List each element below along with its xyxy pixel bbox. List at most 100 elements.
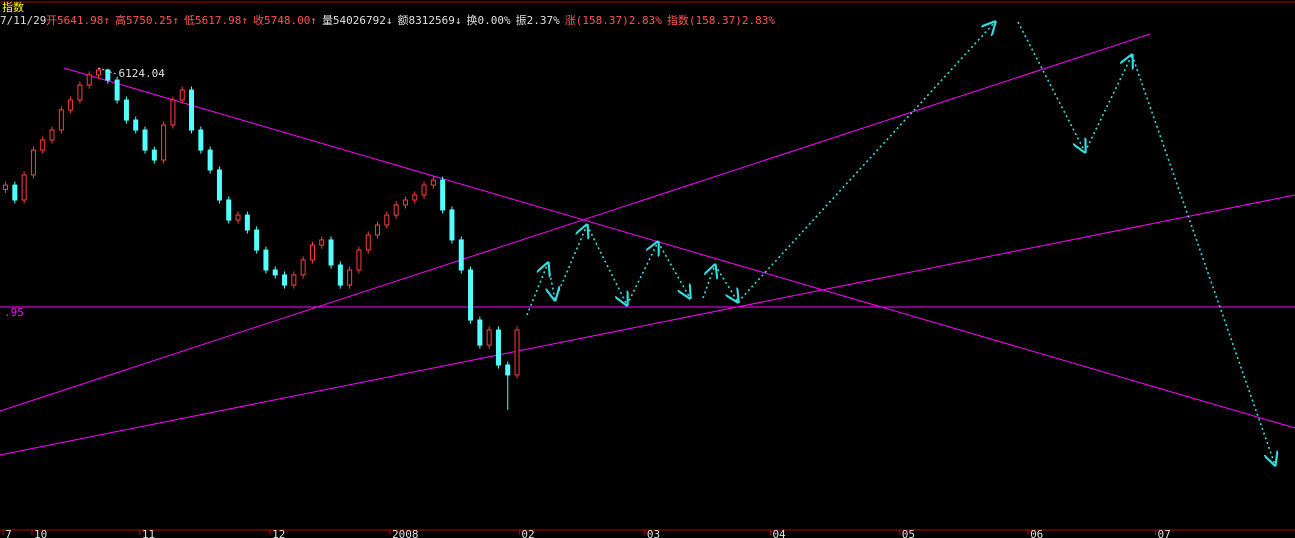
info-item: 额8312569↓ (398, 14, 462, 27)
candle-body (495, 329, 501, 366)
candle-body (170, 99, 176, 126)
candle-body (412, 194, 418, 201)
x-tick-label: 07 (1157, 528, 1170, 538)
x-tick-label: 2008 (392, 528, 419, 538)
candle-body (77, 84, 83, 101)
peak-leader (98, 67, 117, 75)
info-item: 开5641.98↑ (46, 14, 110, 27)
arrow (548, 262, 555, 300)
candle-body (86, 74, 92, 86)
trend-line (0, 194, 1295, 456)
arrow (702, 265, 715, 299)
candle-body (96, 69, 102, 76)
arrow (554, 225, 587, 301)
trend-line (63, 67, 1295, 429)
candle-body (468, 269, 474, 321)
candle-body (68, 99, 74, 111)
candle-body (244, 214, 250, 231)
info-item: 量54026792↓ (322, 14, 393, 27)
candle-body (514, 329, 520, 376)
candle-body (21, 174, 27, 201)
arrow (1017, 21, 1085, 152)
x-tick-label: 06 (1030, 528, 1043, 538)
candle-body (384, 214, 390, 226)
candle-body (254, 229, 260, 251)
candle-body (189, 89, 195, 131)
candle-body (272, 269, 278, 276)
candle-body (12, 184, 18, 201)
x-tick-label: 02 (521, 528, 534, 538)
candle-body (309, 244, 315, 261)
arrow (737, 22, 995, 303)
projection-arrows (526, 21, 1275, 465)
arrow (526, 263, 548, 316)
candle-body (505, 364, 511, 376)
candle-body (402, 199, 408, 206)
candle-body (449, 209, 455, 241)
info-item: 高5750.25↑ (115, 13, 179, 27)
candle-body (123, 99, 129, 121)
candle-body (216, 169, 222, 201)
candle-body (114, 79, 120, 101)
candle-body (40, 139, 46, 151)
info-item: 涨(158.37)2.83% (565, 14, 662, 27)
candle-body (430, 179, 436, 186)
chart-title: 指数 (2, 0, 24, 14)
candle-body (365, 234, 371, 251)
candle-body (356, 249, 362, 271)
candle-body (179, 89, 185, 101)
arrow (1131, 54, 1275, 465)
trend-line (0, 33, 1151, 412)
candle-body (319, 239, 325, 246)
info-item: 指数(158.37)2.83% (667, 13, 775, 27)
candle-body (226, 199, 232, 221)
candle-body (440, 179, 446, 211)
info-item: 换0.00% (467, 13, 511, 27)
peak-label: 6124.04 (119, 67, 166, 80)
candle-body (133, 119, 139, 131)
candle-body (3, 184, 9, 191)
candle-body (337, 264, 343, 286)
trend-lines (0, 33, 1295, 456)
info-line: 开5641.98↑ 高5750.25↑ 低5617.98↑ 收5748.00↑ 量540… (46, 13, 775, 27)
candle-body (458, 239, 464, 271)
candle-body (161, 124, 167, 161)
candle-body (347, 269, 353, 286)
candle-body (393, 204, 399, 216)
candle-body (30, 149, 36, 176)
arrow (714, 264, 738, 302)
candle-body (198, 129, 204, 151)
candle-body (300, 259, 306, 276)
x-tick-label: 11 (142, 528, 155, 538)
candle-body (58, 109, 64, 131)
candle-body (49, 129, 55, 141)
candle-body (375, 224, 381, 236)
arrow (657, 241, 690, 298)
candle-body (291, 274, 297, 286)
level-label: .95 (4, 306, 24, 319)
info-item: 低5617.98↑ (184, 14, 248, 27)
candle-body (235, 214, 241, 221)
candle-body (207, 149, 213, 171)
candle-body (105, 69, 111, 81)
x-tick-label: 7 (5, 528, 12, 538)
candle-body (282, 274, 288, 286)
x-tick-label: 03 (647, 528, 660, 538)
candle-body (263, 249, 269, 271)
candle-body (142, 129, 148, 151)
info-item: 振2.37% (516, 13, 560, 27)
x-tick-label: 05 (902, 528, 915, 538)
x-tick-label: 04 (772, 528, 786, 538)
arrow (626, 242, 658, 306)
candle-body (328, 239, 334, 266)
x-tick-label: 12 (272, 528, 285, 538)
candle-body (477, 319, 483, 346)
x-tick-label: 10 (34, 528, 47, 538)
candle-body (421, 184, 427, 196)
candle-body (486, 329, 492, 346)
info-item: 收5748.00↑ (253, 13, 317, 27)
candle-body (151, 149, 157, 161)
date-label: 7/11/29 (0, 14, 46, 27)
